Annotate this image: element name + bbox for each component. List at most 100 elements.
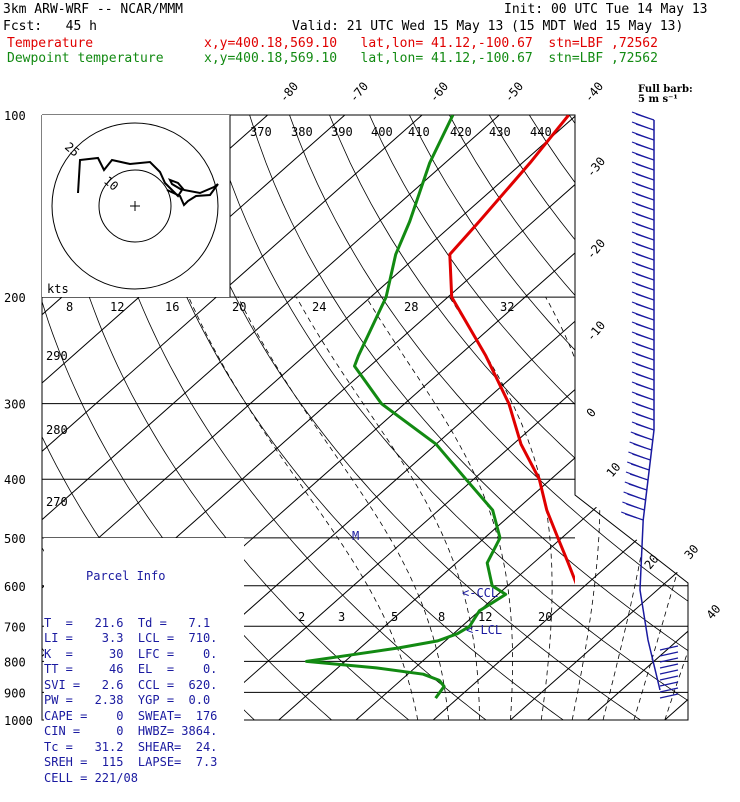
pressure-label: 1000 — [4, 714, 33, 728]
isotherm-label: -80 — [277, 79, 302, 105]
dry-adiabat-line — [250, 115, 740, 733]
speed-scale-label: 20 — [232, 300, 246, 314]
wind-barb-flag — [632, 312, 648, 318]
moist-adiabat-line — [603, 297, 658, 720]
speed-scale-label: 28 — [404, 300, 418, 314]
wind-barb-flag — [632, 292, 648, 298]
moist-adiabat-line — [665, 297, 740, 720]
theta-label-left: 290 — [46, 349, 68, 363]
pressure-label: 700 — [4, 620, 26, 634]
isotherm-label: 10 — [604, 460, 624, 480]
mixing-ratio-label: 3 — [338, 610, 345, 624]
parcel-info-row: CAPE = 0 SWEAT= 176 — [44, 709, 244, 725]
pressure-label: 400 — [4, 473, 26, 487]
parcel-info-row: SREH = 115 LAPSE= 7.3 — [44, 755, 244, 771]
pressure-label: 500 — [4, 532, 26, 546]
moist-adiabat-line — [450, 297, 553, 720]
parcel-info-title: Parcel Info — [44, 569, 244, 585]
pressure-label: 900 — [4, 686, 26, 700]
parcel-info-row: PW = 2.38 YGP = 0.0 — [44, 693, 244, 709]
moist-adiabat-line — [634, 297, 730, 720]
parcel-info-row: SVI = 2.6 CCL = 620. — [44, 678, 244, 694]
wind-barb-flag — [632, 232, 648, 238]
parcel-info-row: K = 30 LFC = 0. — [44, 647, 244, 663]
dry-adiabat-line — [529, 115, 740, 733]
wind-barb-flag — [626, 472, 642, 478]
isotherm-label: -10 — [584, 318, 609, 344]
pressure-label: 600 — [4, 580, 26, 594]
dry-adiabat-line — [649, 115, 740, 733]
wind-barb — [660, 670, 678, 674]
isotherm-label: -60 — [427, 79, 452, 105]
wind-barb-flag — [632, 262, 648, 268]
theta-label-left: 270 — [46, 495, 68, 509]
wind-barb — [660, 682, 678, 686]
hodograph: 25 10 kts — [42, 115, 230, 297]
isotherm-label: 0 — [584, 405, 599, 420]
wind-barb-flag — [624, 492, 640, 498]
wind-barb-flag — [632, 362, 648, 368]
mixing-ratio-label: 5 — [391, 610, 398, 624]
wind-barb — [660, 688, 678, 692]
dry-adiabat-line — [370, 115, 740, 733]
theta-label: 400 — [371, 125, 393, 139]
wind-barb-flag — [632, 192, 648, 198]
parcel-info-row: CIN = 0 HWBZ= 3864. — [44, 724, 244, 740]
parcel-marker: M — [352, 529, 359, 543]
wind-barb-flag — [625, 482, 641, 488]
isotherm-label: -20 — [584, 236, 609, 262]
wind-barb-flag — [632, 202, 648, 208]
parcel-info-row: Tc = 31.2 SHEAR= 24. — [44, 740, 244, 756]
wind-barb-flag — [632, 402, 648, 408]
isotherm-line — [665, 115, 740, 720]
dry-adiabat-line — [609, 115, 740, 733]
ccl-marker: <-CCL — [462, 586, 498, 600]
wind-barb-flag — [632, 282, 648, 288]
wind-barb-flag — [632, 172, 648, 178]
parcel-info-row: LI = 3.3 LCL = 710. — [44, 631, 244, 647]
isotherm-line — [588, 115, 740, 720]
wind-barb-flag — [632, 412, 648, 418]
pressure-label: 200 — [4, 291, 26, 305]
speed-scale-label: 32 — [500, 300, 514, 314]
wind-barb-flag — [632, 322, 648, 328]
wind-barb-flag — [632, 122, 648, 128]
wind-barb-flag — [631, 432, 647, 438]
hodograph-units: kts — [47, 282, 69, 296]
isotherm-label: -50 — [502, 79, 527, 105]
dry-adiabat-line — [0, 115, 33, 733]
wind-barb-flag — [632, 222, 648, 228]
theta-label: 370 — [250, 125, 272, 139]
wind-barb — [660, 694, 678, 698]
speed-scale-label: 16 — [165, 300, 179, 314]
dry-adiabat-line — [689, 115, 740, 733]
speed-scale-label: 12 — [110, 300, 124, 314]
wind-barb-flag — [632, 152, 648, 158]
isotherm-label: -30 — [584, 154, 609, 180]
theta-label: 390 — [331, 125, 353, 139]
wind-barb-flag — [627, 462, 643, 468]
wind-barb-flag — [630, 442, 646, 448]
wind-barb-flag — [632, 302, 648, 308]
pressure-label: 300 — [4, 398, 26, 412]
isotherm-label: -70 — [347, 79, 372, 105]
wind-barb-flag — [632, 422, 648, 428]
wind-barb-flag — [632, 342, 648, 348]
wind-barb-flag — [632, 372, 648, 378]
parcel-info-row: CELL = 221/08 — [44, 771, 244, 787]
wind-barb-flag — [622, 502, 638, 508]
mixing-ratio-label: 20 — [538, 610, 552, 624]
wind-barb-flag — [632, 272, 648, 278]
wind-barb-flag — [628, 452, 644, 458]
wind-barb-flag — [632, 142, 648, 148]
theta-label-left: 280 — [46, 423, 68, 437]
speed-scale-label: 8 — [66, 300, 73, 314]
theta-label: 430 — [489, 125, 511, 139]
parcel-info-row: TT = 46 EL = 0. — [44, 662, 244, 678]
theta-label: 440 — [530, 125, 552, 139]
isotherm-label: 30 — [682, 542, 702, 562]
isotherm-label: -40 — [582, 79, 607, 105]
wind-barb-flag — [632, 252, 648, 258]
isotherm-line — [279, 115, 740, 720]
theta-label: 380 — [291, 125, 313, 139]
